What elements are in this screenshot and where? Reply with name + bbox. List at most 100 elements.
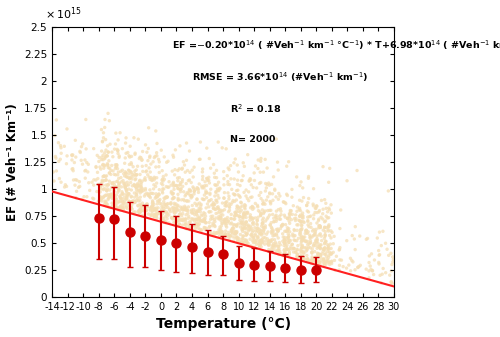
- Point: [298, 210, 306, 216]
- Point: [248, 232, 256, 238]
- Point: [182, 222, 190, 227]
- Point: [118, 192, 126, 197]
- Point: [210, 202, 218, 207]
- Point: [296, 206, 304, 211]
- Point: [213, 205, 221, 210]
- Point: [192, 217, 200, 223]
- Point: [293, 252, 301, 257]
- Point: [128, 206, 136, 212]
- Point: [226, 163, 234, 168]
- Point: [298, 253, 306, 259]
- Point: [164, 211, 172, 216]
- Point: [210, 232, 218, 237]
- Point: [288, 246, 296, 252]
- Point: [196, 215, 204, 220]
- Point: [322, 225, 330, 230]
- Point: [324, 246, 332, 251]
- Point: [194, 222, 202, 227]
- Point: [153, 215, 161, 221]
- Point: [224, 215, 232, 220]
- Point: [290, 249, 298, 255]
- Point: [134, 195, 141, 201]
- Point: [150, 213, 158, 219]
- Point: [300, 220, 308, 225]
- Point: [152, 180, 160, 186]
- Point: [306, 221, 314, 226]
- Point: [78, 197, 86, 202]
- Point: [245, 179, 253, 184]
- Point: [178, 222, 186, 228]
- Point: [322, 262, 330, 267]
- Point: [160, 186, 168, 192]
- Point: [151, 176, 159, 181]
- Point: [328, 258, 336, 264]
- Point: [317, 215, 325, 220]
- Point: [114, 186, 122, 192]
- Point: [218, 221, 226, 226]
- Point: [212, 197, 220, 203]
- Point: [304, 174, 312, 179]
- Point: [83, 194, 91, 200]
- Point: [130, 194, 138, 200]
- Point: [176, 143, 184, 149]
- Point: [101, 200, 109, 206]
- Point: [316, 246, 324, 251]
- Point: [232, 223, 240, 229]
- Point: [212, 211, 220, 216]
- Point: [206, 156, 214, 161]
- Point: [248, 225, 256, 231]
- Point: [254, 203, 262, 208]
- Point: [156, 197, 164, 202]
- Point: [155, 164, 163, 170]
- Point: [202, 205, 210, 211]
- Point: [129, 211, 137, 216]
- Point: [308, 254, 316, 259]
- Point: [352, 224, 360, 229]
- Point: [293, 238, 301, 243]
- Point: [156, 201, 164, 206]
- Point: [224, 209, 232, 214]
- Point: [317, 242, 325, 247]
- Point: [250, 170, 258, 176]
- Point: [306, 258, 314, 263]
- Point: [296, 208, 304, 213]
- Point: [228, 200, 236, 205]
- Point: [96, 183, 104, 188]
- Point: [262, 238, 270, 244]
- Point: [142, 208, 150, 213]
- Point: [196, 207, 204, 212]
- Point: [304, 257, 312, 263]
- Point: [162, 172, 170, 178]
- Point: [249, 185, 257, 190]
- Point: [324, 223, 332, 229]
- Point: [244, 210, 252, 215]
- Point: [104, 162, 112, 168]
- Point: [304, 176, 312, 181]
- Point: [283, 235, 291, 241]
- Point: [152, 150, 160, 155]
- Text: $\times\,10^{15}$: $\times\,10^{15}$: [46, 5, 82, 22]
- Point: [291, 233, 299, 238]
- Point: [188, 216, 196, 221]
- Point: [276, 214, 283, 219]
- Point: [112, 166, 120, 171]
- Point: [254, 229, 262, 235]
- Point: [136, 208, 143, 213]
- Point: [100, 203, 108, 208]
- Point: [93, 189, 101, 194]
- Point: [285, 233, 293, 238]
- Point: [220, 234, 228, 240]
- Point: [146, 169, 154, 175]
- Point: [106, 170, 114, 176]
- Point: [160, 217, 168, 223]
- Point: [247, 233, 255, 238]
- Point: [81, 157, 89, 163]
- Point: [205, 209, 213, 214]
- Point: [168, 215, 175, 221]
- Point: [169, 215, 177, 221]
- Point: [86, 188, 94, 193]
- Point: [268, 246, 276, 252]
- Point: [234, 192, 242, 197]
- Point: [130, 200, 138, 206]
- Point: [237, 200, 245, 205]
